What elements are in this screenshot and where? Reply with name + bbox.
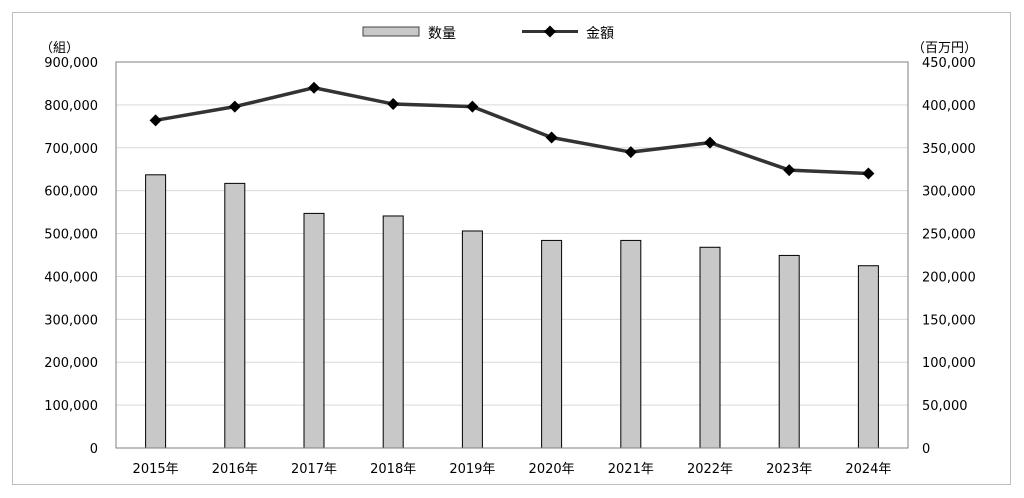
- chart-frame: [12, 12, 1011, 485]
- legend-marker-amount: [544, 25, 556, 38]
- right-tick-label: 150,000: [922, 313, 976, 328]
- bar: [224, 182, 246, 449]
- x-tick-label: 2021年: [608, 462, 654, 477]
- right-tick-label: 200,000: [922, 270, 976, 285]
- left-tick-label: 200,000: [44, 356, 98, 371]
- left-tick-label: 600,000: [44, 185, 98, 200]
- left-tick-label: 500,000: [44, 228, 98, 243]
- x-tick-label: 2015年: [133, 462, 179, 477]
- bar: [778, 254, 800, 449]
- x-tick-label: 2017年: [291, 462, 337, 477]
- left-axis-ticks: 0 100,000 200,000 300,000 400,000 500,000 600,…: [44, 56, 98, 457]
- x-tick-label: 2016年: [212, 462, 258, 477]
- amount-line-series: [149, 81, 875, 180]
- bar: [303, 212, 325, 449]
- line-marker: [149, 114, 162, 127]
- right-tick-label: 300,000: [922, 185, 976, 200]
- line-marker: [862, 167, 875, 180]
- right-axis-unit: （百万円）: [912, 41, 977, 56]
- left-tick-label: 900,000: [44, 56, 98, 71]
- bar: [857, 265, 879, 449]
- bar: [145, 174, 167, 449]
- line-marker: [545, 131, 558, 144]
- left-tick-label: 300,000: [44, 313, 98, 328]
- line-marker: [783, 164, 796, 177]
- x-tick-label: 2020年: [529, 462, 575, 477]
- right-axis-ticks: 0 50,000 100,000 150,000 200,000 250,000 300,0…: [922, 56, 976, 457]
- x-tick-label: 2018年: [370, 462, 416, 477]
- line-marker: [466, 100, 479, 113]
- x-axis-ticks: 2015年 2016年 2017年 2018年 2019年 2020年 2021年 2022年…: [133, 462, 892, 477]
- amount-line: [155, 85, 869, 176]
- line-marker: [228, 100, 241, 113]
- line-marker: [387, 98, 400, 111]
- legend-label-amount: 金額: [586, 26, 614, 42]
- quantity-bars: [145, 174, 879, 449]
- right-tick-label: 50,000: [922, 399, 968, 414]
- right-tick-label: 450,000: [922, 56, 976, 71]
- bar: [382, 215, 404, 449]
- legend-label-quantity: 数量: [428, 26, 456, 42]
- left-tick-label: 700,000: [44, 142, 98, 157]
- legend-swatch-quantity: [362, 26, 420, 37]
- bar: [699, 246, 721, 449]
- legend: 数量 金額: [362, 25, 614, 42]
- left-tick-label: 800,000: [44, 99, 98, 114]
- left-tick-label: 400,000: [44, 270, 98, 285]
- bar: [620, 239, 642, 449]
- right-tick-label: 100,000: [922, 356, 976, 371]
- x-tick-label: 2023年: [766, 462, 812, 477]
- left-axis-unit: （組）: [40, 41, 79, 56]
- plot-area-border: [115, 61, 909, 449]
- bar: [461, 230, 483, 449]
- right-tick-label: 350,000: [922, 142, 976, 157]
- left-tick-label: 0: [90, 442, 98, 457]
- line-marker: [624, 146, 637, 159]
- x-tick-label: 2024年: [845, 462, 891, 477]
- right-tick-label: 400,000: [922, 99, 976, 114]
- right-tick-label: 250,000: [922, 228, 976, 243]
- x-tick-label: 2022年: [687, 462, 733, 477]
- line-marker: [704, 136, 716, 149]
- bar: [541, 239, 563, 449]
- right-tick-label: 0: [922, 442, 930, 457]
- line-marker: [308, 81, 320, 94]
- left-tick-label: 100,000: [44, 399, 98, 414]
- x-tick-label: 2019年: [449, 462, 495, 477]
